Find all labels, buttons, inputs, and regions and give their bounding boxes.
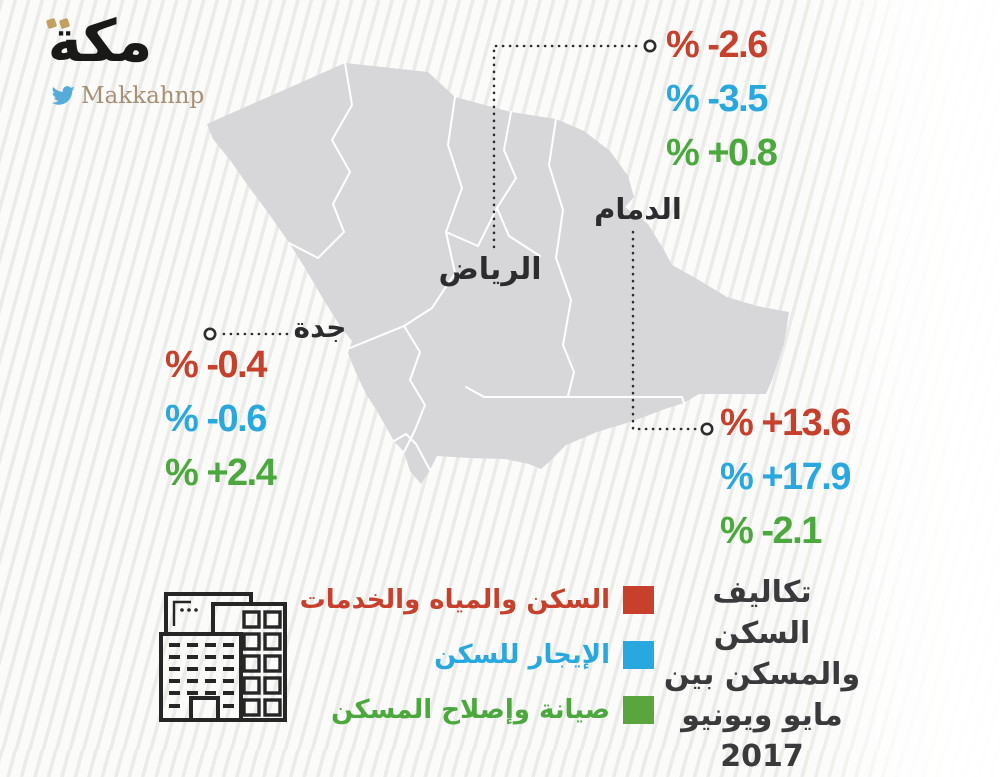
legend-label: صيانة وإصلاح المسكن — [331, 695, 610, 725]
buildings-icon — [159, 592, 287, 722]
marker-ring-icon — [203, 327, 217, 341]
city-label-riyadh: الرياض — [438, 252, 542, 287]
stats-jeddah: % -0.4 % -0.6 % +2.4 — [165, 338, 277, 500]
title-line: 2017 — [720, 739, 804, 774]
stats-dammam: % +13.6 % +17.9 % -2.1 — [720, 396, 852, 558]
legend-item-rent: الإيجار للسكن — [298, 640, 654, 670]
stat-jeddah-rent: % -0.6 — [165, 398, 267, 440]
stat-riyadh-maintenance: % +0.8 — [666, 132, 778, 174]
connector-dammam — [631, 230, 700, 431]
stat-jeddah-maintenance: % +2.4 — [165, 452, 277, 494]
stats-riyadh: % -2.6 % -3.5 % +0.8 — [666, 18, 778, 180]
title-line: والمسكن بين — [663, 657, 861, 692]
stat-dammam-rent: % +17.9 — [720, 456, 852, 498]
region-borders — [288, 62, 685, 471]
stat-jeddah-housing: % -0.4 — [165, 344, 267, 386]
legend-swatch-red — [623, 586, 654, 614]
marker-ring-icon — [643, 39, 657, 53]
makkah-logo: مكة — [47, 7, 155, 75]
legend-swatch-green — [623, 696, 654, 724]
twitter-bird-icon — [51, 85, 75, 105]
stat-riyadh-rent: % -3.5 — [666, 78, 768, 120]
marker-ring-icon — [700, 422, 714, 436]
stat-riyadh-housing: % -2.6 — [666, 24, 768, 66]
legend-item-maintenance: صيانة وإصلاح المسكن — [298, 695, 654, 725]
city-label-jeddah: جدة — [293, 311, 347, 344]
infographic-title: تكاليف السكن والمسكن بين مايو ويونيو 201… — [660, 572, 864, 777]
stat-dammam-maintenance: % -2.1 — [720, 510, 822, 552]
title-line: تكاليف السكن — [712, 575, 812, 651]
legend-item-housing: السكن والمياه والخدمات — [298, 585, 654, 615]
legend-label: الإيجار للسكن — [434, 640, 610, 670]
country-silhouette — [207, 63, 789, 484]
legend-label: السكن والمياه والخدمات — [299, 585, 610, 615]
city-label-dammam: الدمام — [594, 192, 682, 226]
twitter-handle-link[interactable]: Makkahnp — [50, 83, 204, 109]
title-line: مايو ويونيو — [681, 698, 843, 733]
twitter-handle-text: Makkahnp — [81, 83, 205, 109]
stat-dammam-housing: % +13.6 — [720, 402, 852, 444]
saudi-arabia-map — [203, 39, 789, 484]
city-connectors — [203, 39, 714, 436]
legend-swatch-blue — [623, 641, 654, 669]
legend: السكن والمياه والخدمات الإيجار للسكن صيا… — [298, 585, 654, 750]
